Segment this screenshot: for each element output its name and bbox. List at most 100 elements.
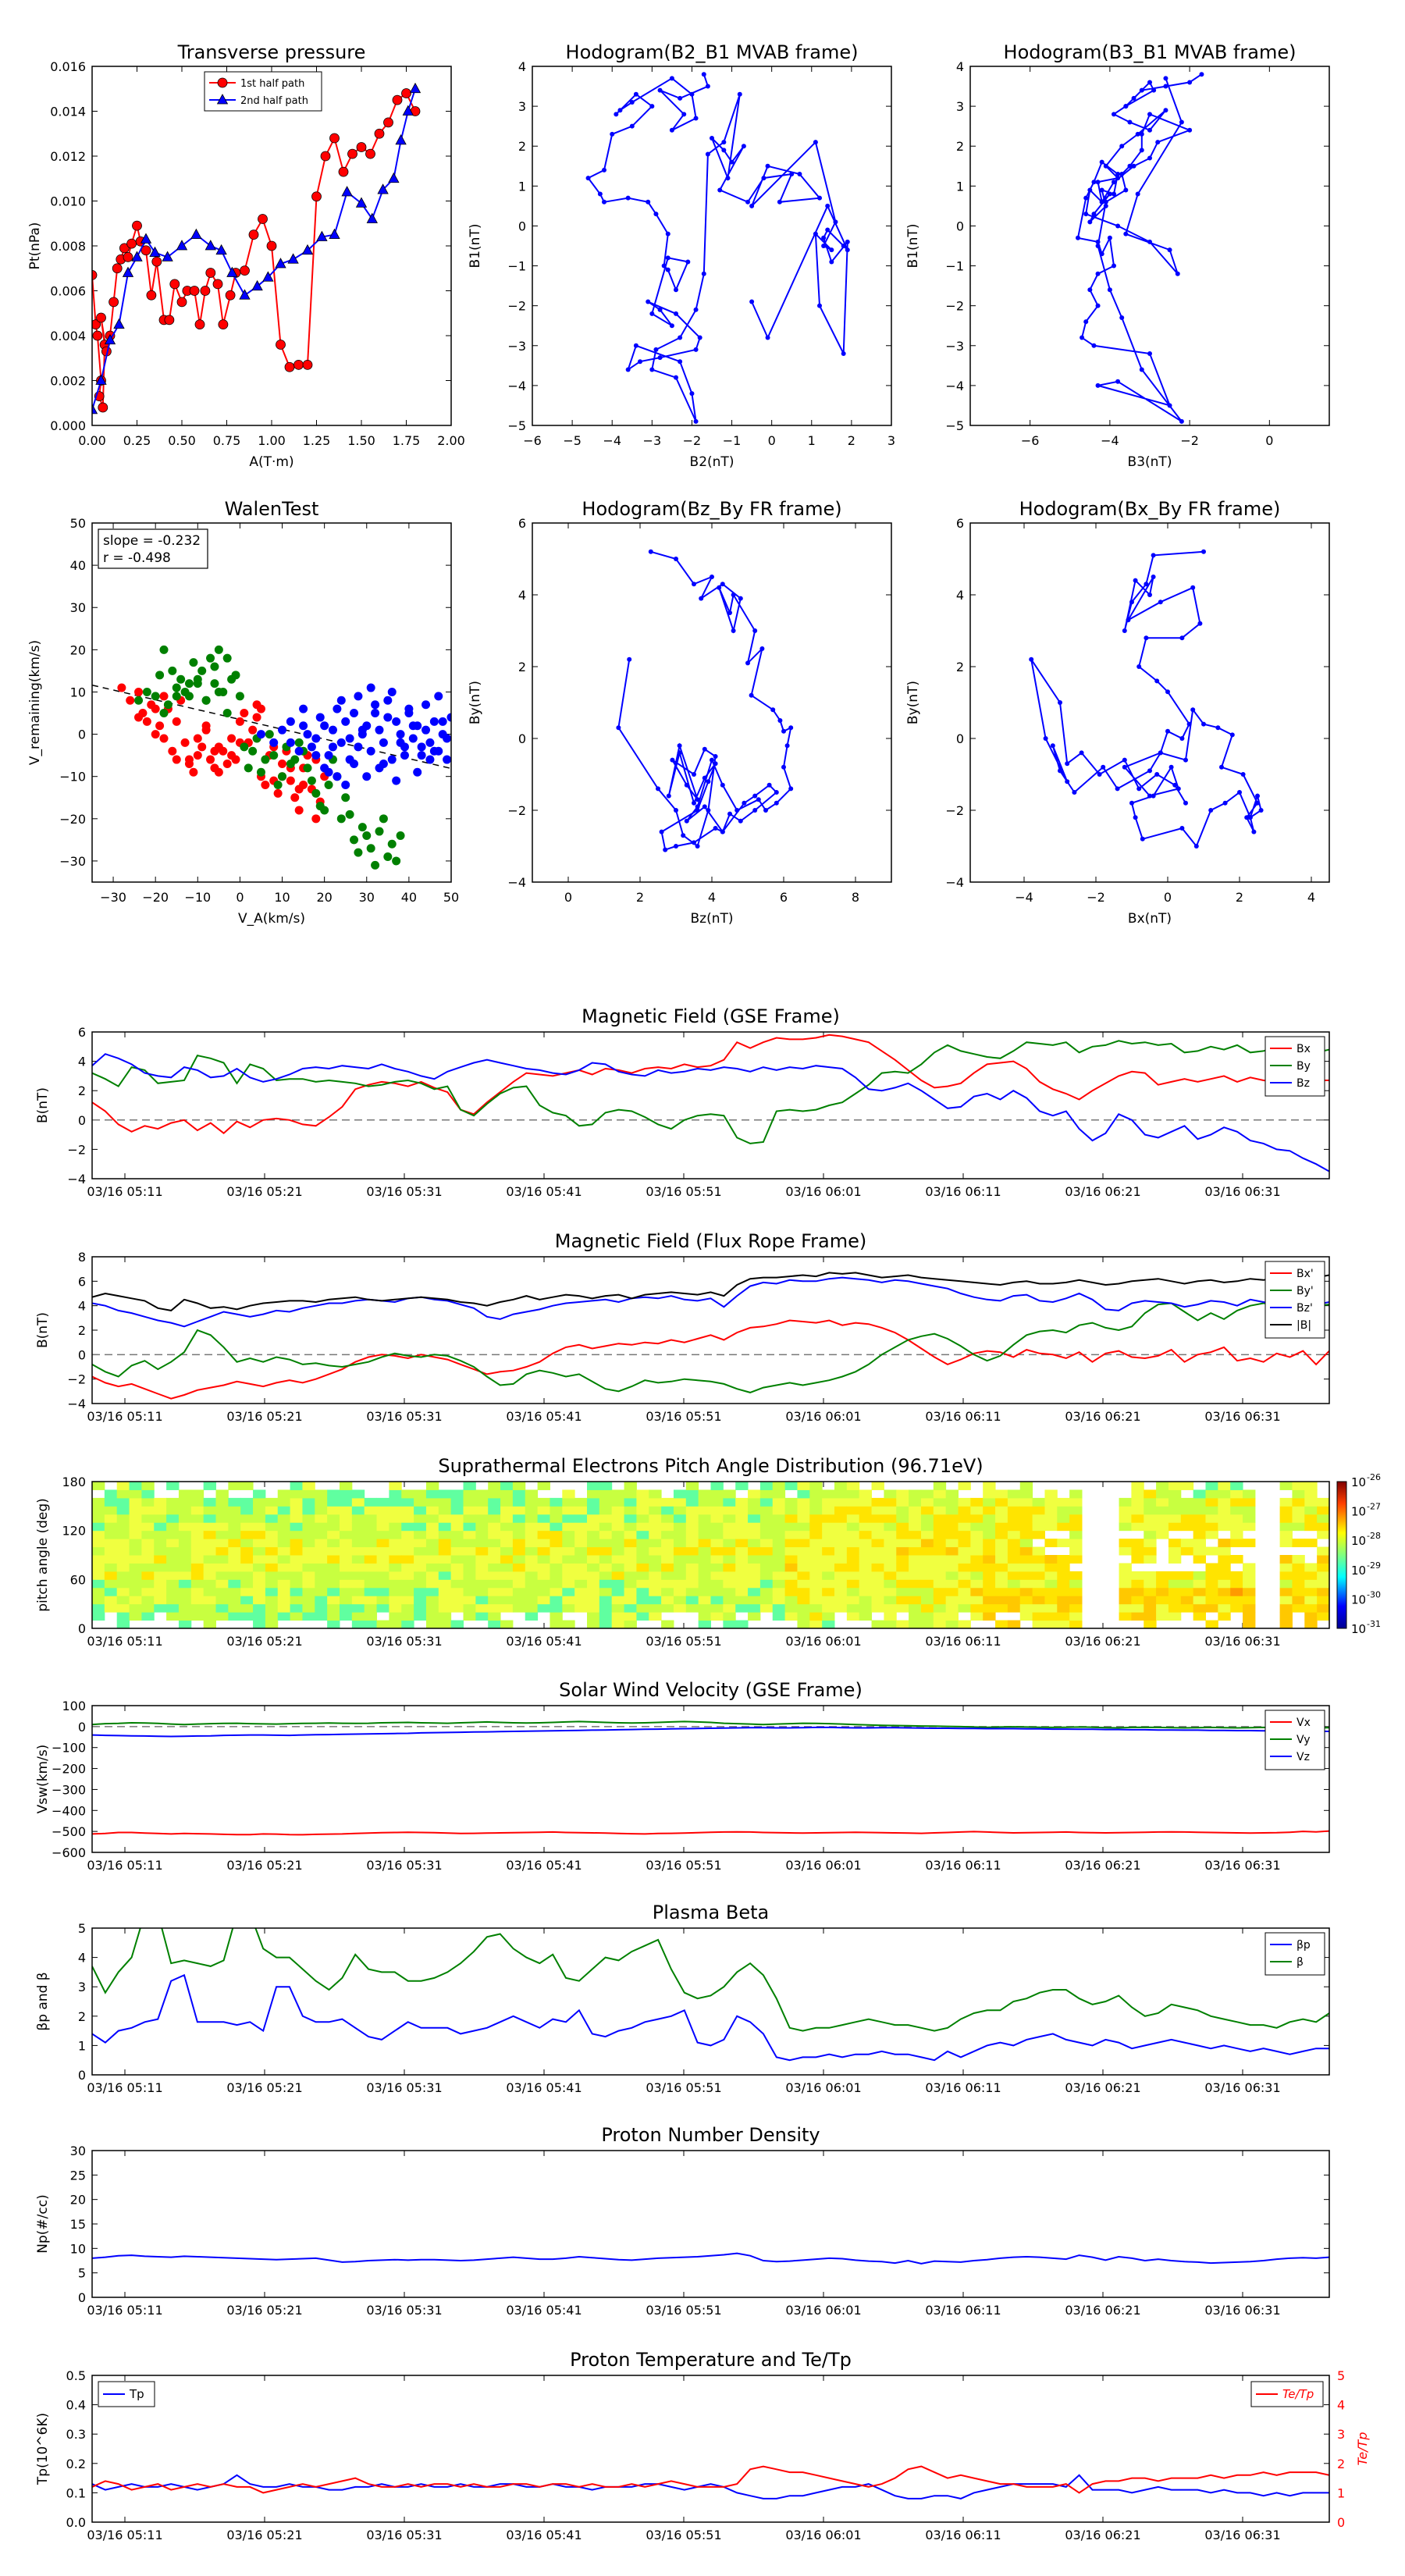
heat-cell <box>871 1522 884 1532</box>
heat-cell <box>1144 1489 1157 1499</box>
heat-cell <box>611 1603 625 1613</box>
panel-1: Hodogram(B2_B1 MVAB frame)−6 −5 −4 −3 −2 −1 0 1… <box>468 41 895 470</box>
data-point <box>159 734 169 743</box>
heat-cell <box>574 1514 588 1523</box>
heat-cell <box>166 1482 180 1490</box>
heat-cell <box>1019 1571 1033 1580</box>
heat-cell <box>500 1530 514 1539</box>
colorbar-tick-exponent: -29 <box>1367 1560 1381 1571</box>
x-tick-label: 03/16 06:01 <box>785 2303 861 2318</box>
heat-cell <box>1292 1506 1305 1515</box>
data-point <box>1163 108 1168 113</box>
heat-cell <box>1193 1596 1206 1605</box>
data-point <box>356 142 367 152</box>
data-point <box>294 785 304 794</box>
data-point <box>649 104 655 109</box>
x-tick-label: 03/16 05:41 <box>506 1634 582 1649</box>
heat-cell <box>759 1555 774 1564</box>
chart-title: Magnetic Field (Flux Rope Frame) <box>555 1230 866 1252</box>
heat-cell <box>920 1563 934 1572</box>
data-point <box>95 374 107 385</box>
heat-cell <box>587 1514 600 1523</box>
heat-cell <box>438 1530 452 1539</box>
heat-cell <box>636 1546 649 1556</box>
data-point <box>218 319 229 330</box>
heat-cell <box>253 1522 266 1532</box>
heat-cell <box>574 1539 588 1548</box>
heat-cell <box>673 1596 687 1605</box>
heat-cell <box>1168 1546 1182 1556</box>
heat-cell <box>253 1571 266 1580</box>
heat-cell <box>1230 1522 1243 1532</box>
heat-cell <box>846 1571 860 1580</box>
heat-cell <box>228 1571 241 1580</box>
data-point <box>777 199 782 205</box>
heat-cell <box>784 1579 798 1589</box>
chart-title: Suprathermal Electrons Pitch Angle Distr… <box>438 1455 983 1477</box>
plot-frame <box>91 1705 1330 1853</box>
data-point <box>290 755 300 764</box>
heat-cell <box>141 1506 155 1515</box>
heat-cell <box>488 1563 501 1572</box>
heat-cell <box>846 1514 860 1523</box>
heat-cell <box>550 1514 563 1523</box>
data-point <box>646 199 651 205</box>
heat-cell <box>735 1587 749 1596</box>
heat-cell <box>834 1489 848 1499</box>
heat-cell <box>389 1603 402 1613</box>
heat-cell <box>215 1571 229 1580</box>
heat-cell <box>673 1514 687 1523</box>
heat-cell <box>661 1506 674 1515</box>
data-point <box>210 662 219 671</box>
heat-cell <box>488 1514 501 1523</box>
heat-cell <box>1218 1587 1231 1596</box>
x-tick-label: −1 <box>723 433 742 448</box>
data-point <box>108 297 119 308</box>
data-point <box>1107 191 1112 197</box>
data-point <box>301 244 314 255</box>
heat-cell <box>178 1506 192 1515</box>
data-point <box>422 700 431 710</box>
heat-cell <box>611 1514 625 1523</box>
heat-cell <box>624 1514 637 1523</box>
panel-2: Hodogram(B3_B1 MVAB frame)−6 −4 −2 0−5−4−3−… <box>905 41 1330 470</box>
data-point <box>375 827 384 836</box>
heat-cell <box>1119 1497 1132 1507</box>
heat-cell <box>450 1603 464 1613</box>
heat-cell <box>958 1555 971 1564</box>
heat-cell <box>190 1612 205 1621</box>
data-point <box>366 683 375 692</box>
heat-cell <box>685 1482 699 1490</box>
heat-cell <box>1205 1522 1218 1532</box>
heat-cell <box>302 1603 315 1613</box>
heat-cell <box>302 1482 315 1490</box>
y-tick-label: −100 <box>52 1741 86 1756</box>
data-point <box>401 88 411 98</box>
data-point <box>674 375 678 380</box>
heat-cell <box>1317 1555 1329 1564</box>
data-point <box>131 251 143 262</box>
data-point <box>602 199 606 205</box>
heat-cell <box>129 1497 142 1507</box>
heat-cell <box>562 1522 575 1532</box>
y-axis-label: Vsw(km/s) <box>35 1745 51 1814</box>
heat-cell <box>141 1563 155 1572</box>
y-tick-label: 0.4 <box>66 2398 86 2413</box>
heat-cell <box>302 1579 315 1589</box>
data-point <box>695 797 700 802</box>
data-point <box>1099 159 1104 165</box>
y-tick-label: −4 <box>67 1397 86 1411</box>
data-point <box>240 742 249 752</box>
data-point <box>713 754 718 759</box>
data-point <box>1065 779 1070 785</box>
heat-cell <box>203 1587 216 1596</box>
legend-label: |B| <box>1297 1319 1311 1332</box>
heat-cell <box>846 1522 860 1532</box>
heat-cell <box>475 1587 489 1596</box>
heat-cell <box>759 1571 774 1580</box>
heat-cell <box>562 1497 575 1507</box>
data-point <box>1058 700 1062 705</box>
x-tick-label: 0.50 <box>168 433 196 448</box>
heat-cell <box>92 1482 105 1490</box>
